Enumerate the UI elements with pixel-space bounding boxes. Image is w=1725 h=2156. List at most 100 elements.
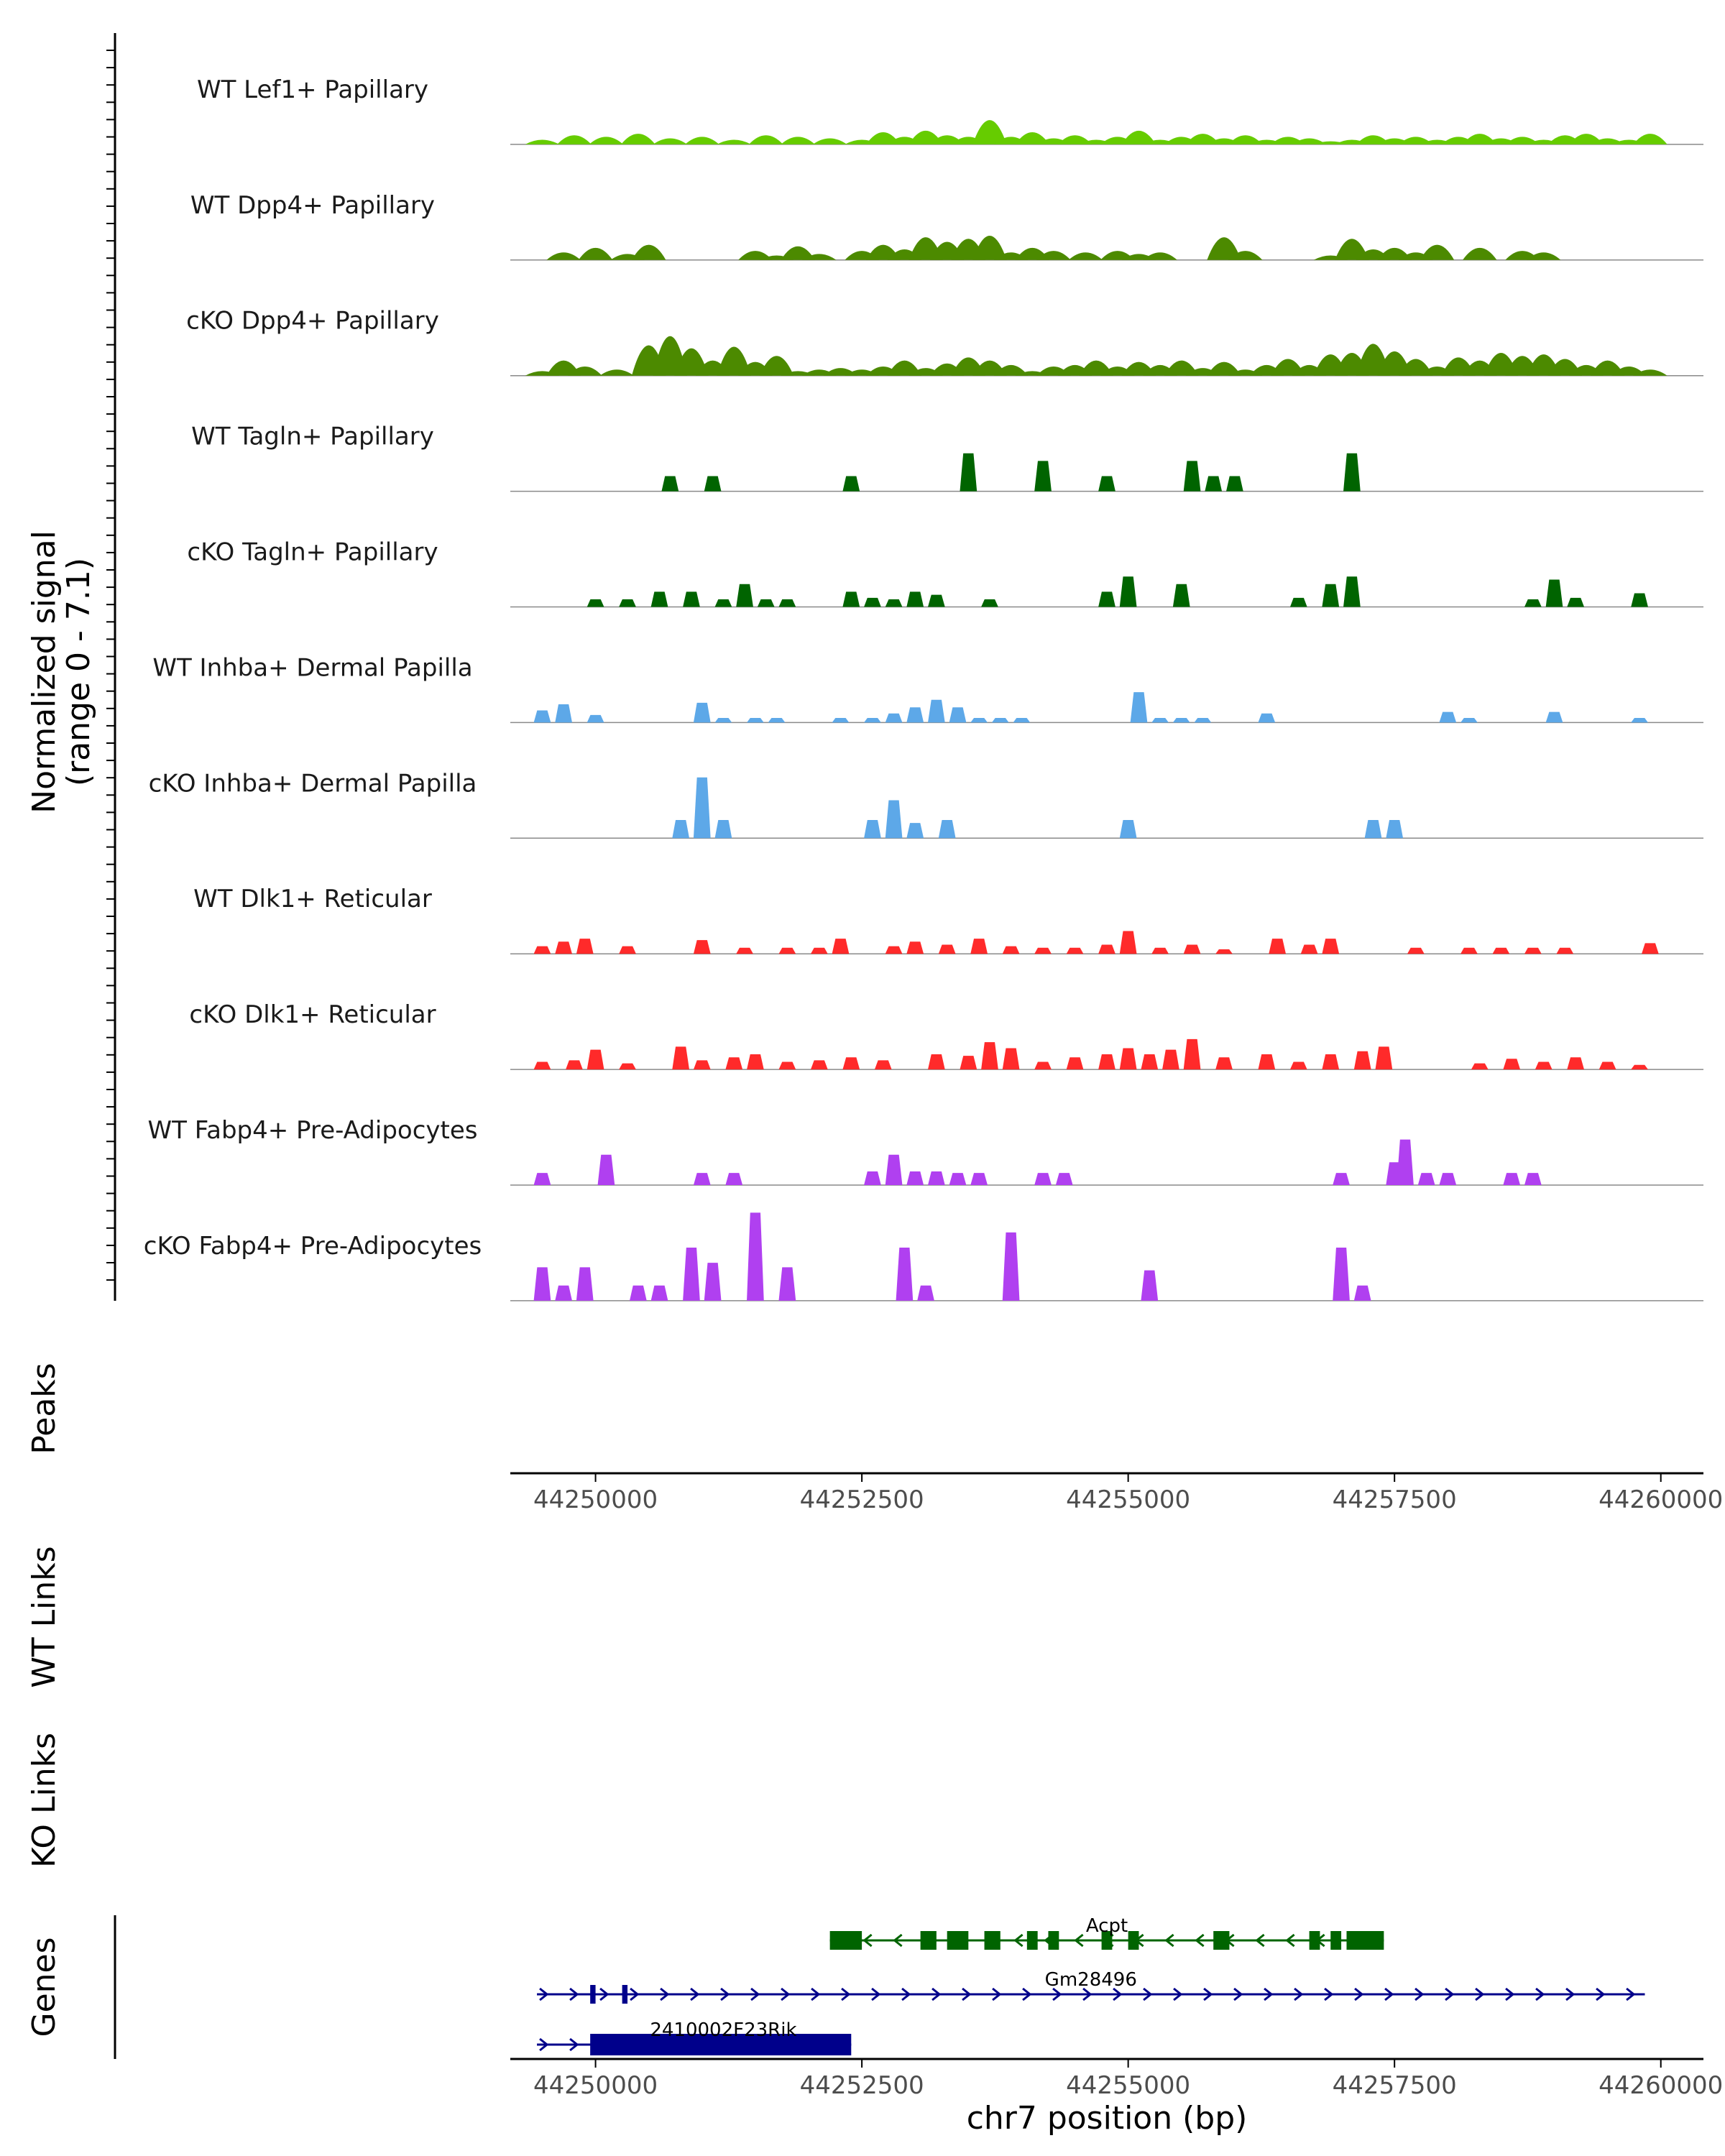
coverage-peak bbox=[1151, 947, 1169, 954]
coverage-peak bbox=[1228, 251, 1263, 260]
track-label: cKO Dpp4+ Papillary bbox=[186, 307, 439, 336]
coverage-peak bbox=[525, 139, 560, 144]
gene-exon bbox=[984, 1931, 1000, 1950]
coverage-track: WT Dpp4+ Papillary bbox=[190, 191, 1703, 261]
strand-chevron bbox=[1294, 1987, 1304, 2001]
coverage-peak bbox=[1439, 711, 1457, 723]
coverage-peak bbox=[555, 704, 572, 723]
coverage-peak bbox=[885, 599, 903, 607]
x-tick-label: 44250000 bbox=[533, 2071, 658, 2100]
coverage-track: WT Fabp4+ Pre-Adipocytes bbox=[148, 1116, 1703, 1186]
strand-chevron bbox=[690, 1987, 700, 2001]
coverage-peak bbox=[1066, 947, 1084, 954]
coverage-peak bbox=[1375, 1046, 1393, 1070]
lower-x-axis-ticks: 44250000 44252500 44255000 44257500 44260000 bbox=[533, 2059, 1723, 2100]
peaks-track-label: Peaks bbox=[26, 1363, 63, 1454]
coverage-peak bbox=[1407, 947, 1425, 954]
coverage-peak bbox=[1002, 946, 1020, 954]
strand-chevron bbox=[962, 1987, 972, 2001]
gene-annotations: Acpt Gm28496 2410002F23Rik bbox=[537, 1915, 1645, 2055]
coverage-peak bbox=[1098, 944, 1116, 954]
strand-chevron bbox=[862, 1933, 873, 1948]
coverage-peak bbox=[778, 1267, 796, 1301]
coverage-peak bbox=[1492, 947, 1510, 954]
coverage-peak bbox=[1289, 597, 1307, 607]
coverage-peak bbox=[619, 946, 636, 954]
gene-label: 2410002F23Rik bbox=[650, 2019, 796, 2041]
strand-chevron bbox=[1324, 1987, 1334, 2001]
coverage-track: cKO Fabp4+ Pre-Adipocytes bbox=[144, 1212, 1703, 1302]
coverage-peak bbox=[1068, 252, 1103, 260]
coverage-peak bbox=[1300, 944, 1318, 954]
coverage-peak bbox=[906, 1171, 924, 1185]
strand-chevron bbox=[1596, 1987, 1606, 2001]
coverage-peak bbox=[589, 137, 624, 144]
coverage-peak bbox=[1034, 461, 1052, 492]
coverage-peak bbox=[1141, 1054, 1159, 1070]
coverage-peak bbox=[1335, 239, 1369, 260]
coverage-peak bbox=[619, 1063, 636, 1070]
coverage-peak bbox=[1034, 947, 1052, 954]
coverage-peak bbox=[1098, 591, 1116, 607]
coverage-peak bbox=[693, 1060, 711, 1070]
gene-exon bbox=[829, 1931, 862, 1950]
coverage-peak bbox=[938, 819, 956, 839]
strand-chevron bbox=[1052, 1987, 1062, 2001]
x-axis-title: chr7 position (bp) bbox=[967, 2100, 1248, 2137]
coverage-peak bbox=[586, 714, 604, 723]
coverage-peak bbox=[778, 599, 796, 607]
strand-chevron bbox=[992, 1987, 1002, 2001]
coverage-peak bbox=[991, 718, 1009, 723]
track-label: WT Dpp4+ Papillary bbox=[190, 191, 435, 220]
coverage-peak bbox=[714, 819, 732, 839]
coverage-track: WT Dlk1+ Reticular bbox=[193, 885, 1703, 954]
x-tick-label: 44257500 bbox=[1333, 1485, 1457, 1514]
coverage-peak bbox=[1194, 718, 1212, 723]
signal-y-axis-ticks bbox=[106, 50, 115, 1281]
coverage-peak bbox=[759, 356, 794, 376]
gene-exon bbox=[1330, 1931, 1342, 1950]
coverage-peak bbox=[725, 1057, 743, 1070]
genes-track-label: Genes bbox=[26, 1937, 63, 2037]
coverage-peak bbox=[1545, 711, 1563, 723]
gene-exon bbox=[1026, 1931, 1038, 1950]
coverage-peak bbox=[802, 254, 837, 260]
coverage-peak bbox=[778, 1061, 796, 1070]
coverage-peak bbox=[1215, 1057, 1233, 1070]
strand-chevron bbox=[893, 1933, 903, 1948]
coverage-peak bbox=[1162, 1049, 1179, 1070]
strand-chevron bbox=[1233, 1987, 1243, 2001]
coverage-peak bbox=[653, 138, 688, 144]
coverage-peak bbox=[630, 1285, 647, 1301]
coverage-peak bbox=[1258, 1054, 1276, 1070]
coverage-peak bbox=[1633, 134, 1668, 144]
coverage-peak bbox=[533, 1061, 551, 1070]
coverage-peak bbox=[1207, 237, 1241, 260]
coverage-peak bbox=[981, 1042, 998, 1070]
coverage-peak bbox=[1269, 939, 1286, 954]
strand-chevron bbox=[932, 1987, 942, 2001]
coverage-peak bbox=[685, 137, 719, 144]
strand-chevron bbox=[1013, 1933, 1024, 1948]
coverage-peak bbox=[1364, 819, 1382, 839]
coverage-peak bbox=[906, 823, 924, 839]
coverage-peak bbox=[1353, 1051, 1371, 1070]
strand-chevron bbox=[1505, 1987, 1515, 2001]
gene-exon bbox=[1101, 1931, 1113, 1950]
strand-chevron bbox=[630, 1987, 640, 2001]
coverage-peak bbox=[586, 599, 604, 607]
strand-chevron bbox=[660, 1987, 670, 2001]
coverage-peak bbox=[1503, 1173, 1521, 1185]
strand-chevron bbox=[1445, 1987, 1455, 2001]
coverage-peak bbox=[1172, 718, 1190, 723]
coverage-peak bbox=[1353, 1285, 1371, 1301]
coverage-peak bbox=[1633, 369, 1668, 376]
coverage-peak bbox=[717, 139, 751, 144]
x-tick-label: 44260000 bbox=[1598, 1485, 1723, 1514]
coverage-peak bbox=[693, 702, 711, 723]
strand-chevron bbox=[569, 1987, 579, 2001]
coverage-peak bbox=[1119, 819, 1137, 839]
coverage-peak bbox=[1226, 476, 1243, 492]
coverage-peak bbox=[578, 247, 613, 260]
coverage-peak bbox=[1460, 947, 1478, 954]
